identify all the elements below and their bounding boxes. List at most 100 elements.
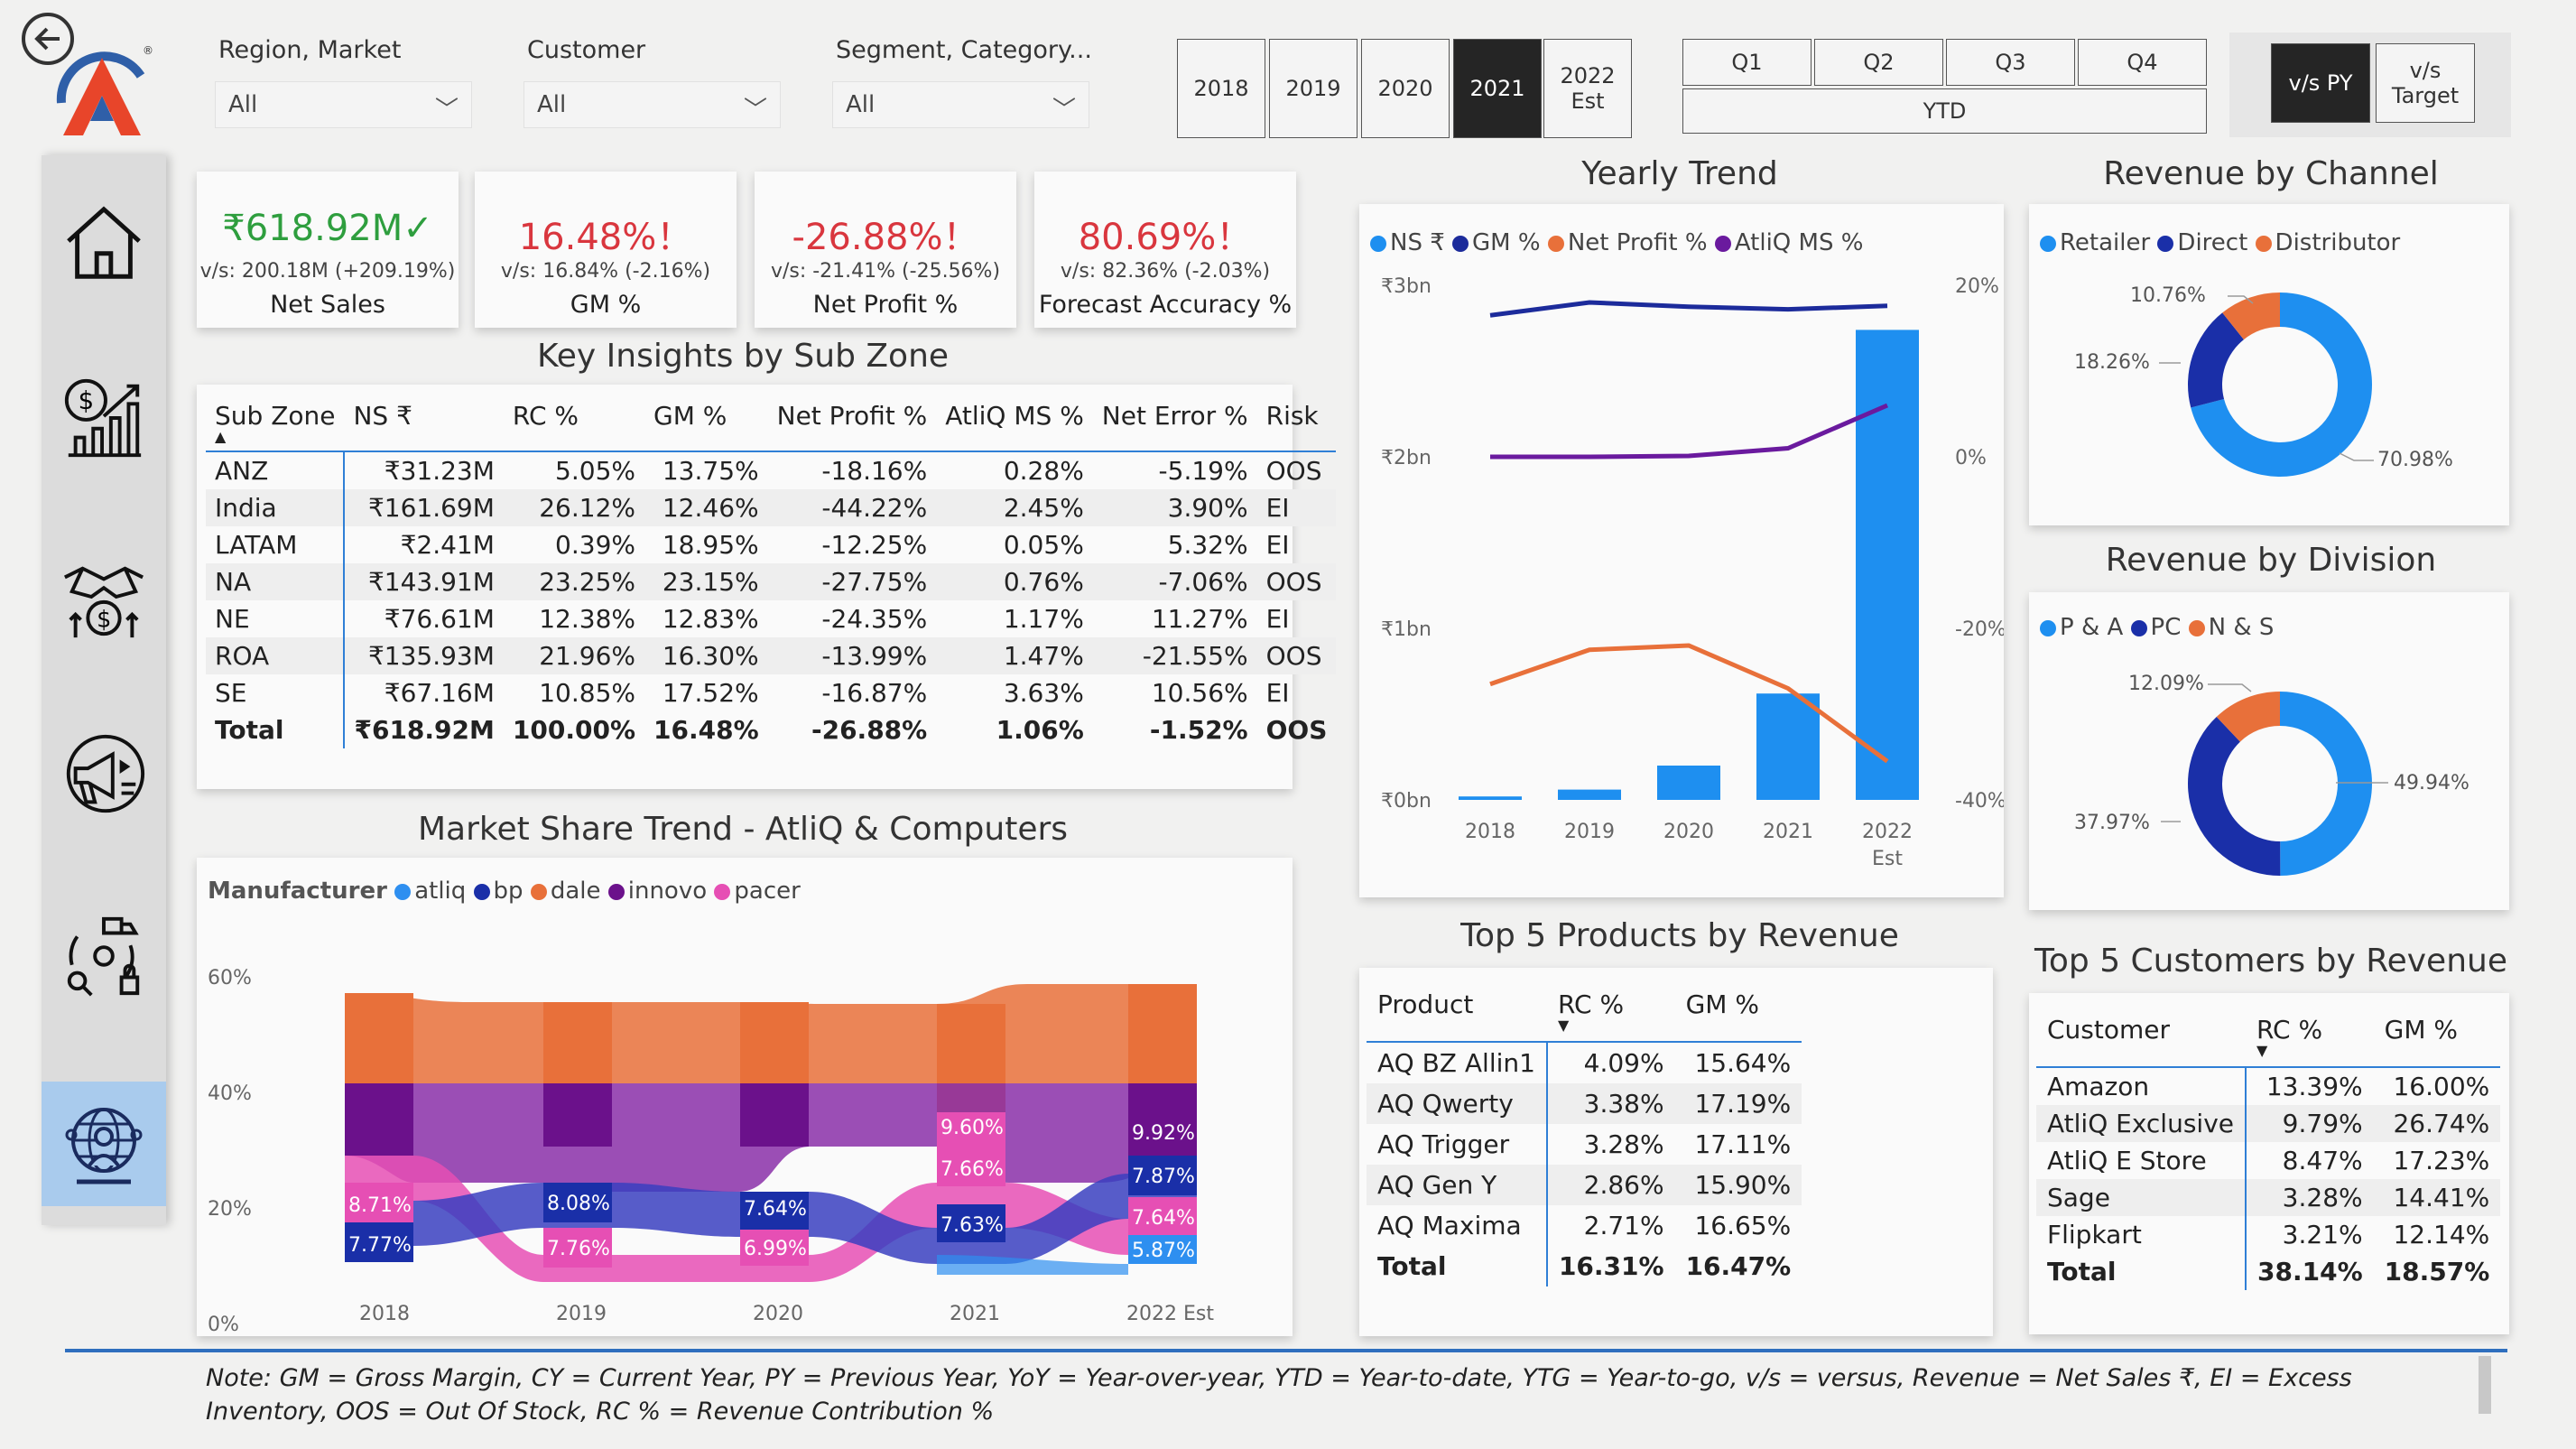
- table-row[interactable]: NE ₹76.61M 12.38% 12.83% -24.35% 1.17% 11.27% E…: [206, 600, 1336, 637]
- nav-item-finance[interactable]: $: [60, 374, 148, 462]
- customer-dropdown[interactable]: All ﹀: [524, 81, 781, 128]
- table-cell: -24.35%: [821, 604, 928, 634]
- table-cell: Sage: [2036, 1179, 2247, 1216]
- region-market-dropdown[interactable]: All ﹀: [215, 81, 472, 128]
- column-header[interactable]: GM %: [644, 394, 768, 452]
- legend-title: Manufacturer: [208, 878, 387, 905]
- legend-item-ns[interactable]: N & S: [2188, 614, 2274, 641]
- donut-slice-distributor[interactable]: [2222, 293, 2280, 340]
- column-header[interactable]: Sub Zone ▲: [206, 394, 345, 452]
- donut-slice-direct[interactable]: [2188, 312, 2244, 408]
- legend-item-ns[interactable]: NS ₹: [1370, 229, 1445, 256]
- back-button[interactable]: [20, 11, 76, 67]
- table-row[interactable]: SE ₹67.16M 10.85% 17.52% -16.87% 3.63% 10.56% E…: [206, 674, 1336, 711]
- table-total-row[interactable]: Total ₹618.92M 100.00% 16.48% -26.88% 1.06% -1…: [206, 711, 1336, 748]
- table-row[interactable]: LATAM ₹2.41M 0.39% 18.95% -12.25% 0.05% 5.32% E…: [206, 526, 1336, 563]
- column-header[interactable]: GM %: [1674, 980, 1802, 1043]
- table-cell: 12.38%: [539, 604, 635, 634]
- ytd-label: YTD: [1923, 98, 1967, 124]
- customers-table: Customer RC % ▼ GM % Amazon 13.39% 16.00% Atli…: [2036, 1006, 2501, 1290]
- column-header[interactable]: RC % ▼: [2246, 1006, 2374, 1068]
- nav-item-supply-chain[interactable]: [60, 910, 148, 999]
- quarter-button-q1[interactable]: Q1: [1682, 39, 1812, 86]
- column-header[interactable]: GM %: [2373, 1006, 2501, 1068]
- legend-item-innovo[interactable]: innovo: [607, 878, 707, 905]
- column-header[interactable]: RC % ▼: [1546, 980, 1675, 1043]
- column-header[interactable]: Net Profit %: [767, 394, 937, 452]
- legend-item-pacer[interactable]: pacer: [714, 878, 801, 905]
- column-header[interactable]: NS ₹: [344, 394, 504, 452]
- table-row[interactable]: Flipkart 3.21% 12.14%: [2036, 1216, 2500, 1253]
- legend-label: P & A: [2060, 614, 2124, 641]
- year-button-2018[interactable]: 2018: [1177, 39, 1265, 138]
- segment-category-dropdown[interactable]: All ﹀: [832, 81, 1089, 128]
- legend-item-bp[interactable]: bp: [473, 878, 524, 905]
- column-header[interactable]: Product: [1367, 980, 1547, 1043]
- year-button-2019[interactable]: 2019: [1269, 39, 1357, 138]
- table-cell: 5.32%: [1167, 530, 1248, 560]
- table-row[interactable]: AQ BZ Allin1 4.09% 15.64%: [1367, 1042, 1802, 1083]
- table-cell: OOS: [1265, 567, 1322, 597]
- legend-item-net-profit[interactable]: Net Profit %: [1547, 229, 1708, 256]
- table-row[interactable]: India ₹161.69M 26.12% 12.46% -44.22% 2.45% 3.9…: [206, 489, 1337, 526]
- legend-item-pc[interactable]: PC: [2130, 614, 2181, 641]
- vs-target-button[interactable]: v/s Target: [2376, 43, 2475, 123]
- legend-item-dale[interactable]: dale: [530, 878, 600, 905]
- table-cell: -5.19%: [1158, 456, 1248, 486]
- table-cell: 0.76%: [1003, 567, 1084, 597]
- column-header[interactable]: RC %: [503, 394, 644, 452]
- year-button-2022-est[interactable]: 2022 Est: [1543, 39, 1632, 138]
- table-row[interactable]: AQ Gen Y 2.86% 15.90%: [1367, 1165, 1802, 1205]
- table-row[interactable]: Sage 3.28% 14.41%: [2036, 1179, 2501, 1216]
- legend-item-pa[interactable]: P & A: [2040, 614, 2123, 641]
- scrollbar-thumb[interactable]: [2479, 1356, 2491, 1414]
- legend-label: Retailer: [2060, 229, 2151, 256]
- column-header[interactable]: AtliQ MS %: [936, 394, 1093, 452]
- legend-item-direct[interactable]: Direct: [2157, 229, 2247, 256]
- table-row[interactable]: ROA ₹135.93M 21.96% 16.30% -13.99% 1.47% -21.5…: [206, 637, 1337, 674]
- donut-slice-p-a[interactable]: [2280, 692, 2372, 876]
- table-cell: 38.14%: [2257, 1257, 2363, 1286]
- legend-item-gm[interactable]: GM %: [1452, 229, 1541, 256]
- column-header[interactable]: Net Error %: [1092, 394, 1257, 452]
- table-row[interactable]: Amazon 13.39% 16.00%: [2036, 1067, 2500, 1105]
- ytd-button[interactable]: YTD: [1682, 88, 2207, 134]
- legend-item-atliq[interactable]: atliq: [394, 878, 466, 905]
- table-row[interactable]: AtliQ Exclusive 9.79% 26.74%: [2036, 1105, 2501, 1142]
- nav-item-sales[interactable]: $: [60, 553, 148, 641]
- nav-item-executive[interactable]: [42, 1082, 166, 1206]
- quarter-button-q4[interactable]: Q4: [2078, 39, 2207, 86]
- year-button-2020[interactable]: 2020: [1361, 39, 1450, 138]
- vs-py-button[interactable]: v/s PY: [2271, 43, 2370, 123]
- year-button-2021[interactable]: 2021: [1453, 39, 1542, 138]
- donut-slice-retailer[interactable]: [2191, 293, 2372, 477]
- table-cell: 0.39%: [555, 530, 635, 560]
- table-row[interactable]: AQ Qwerty 3.38% 17.19%: [1367, 1083, 1802, 1124]
- quarter-button-q3[interactable]: Q3: [1946, 39, 2075, 86]
- table-row[interactable]: AQ Trigger 3.28% 17.11%: [1367, 1124, 1802, 1165]
- legend-item-retailer[interactable]: Retailer: [2040, 229, 2150, 256]
- bar-dale-2019: [543, 1002, 612, 1085]
- supply-chain-icon: [67, 916, 140, 997]
- quarter-button-q2[interactable]: Q2: [1814, 39, 1943, 86]
- nav-item-home[interactable]: [60, 199, 148, 287]
- legend-item-distributor[interactable]: Distributor: [2255, 229, 2400, 256]
- nav-item-marketing[interactable]: [60, 729, 148, 818]
- sidebar-nav: $ $: [42, 155, 166, 1225]
- table-cell: 12.46%: [662, 493, 759, 523]
- table-row[interactable]: ANZ ₹31.23M 5.05% 13.75% -18.16% 0.28% -5.19% O…: [206, 451, 1336, 489]
- donut-slice-pc[interactable]: [2188, 717, 2281, 876]
- table-total-row[interactable]: Total 38.14% 18.57%: [2036, 1253, 2500, 1290]
- column-header[interactable]: Customer: [2036, 1006, 2246, 1068]
- table-row[interactable]: NA ₹143.91M 23.25% 23.15% -27.75% 0.76% -7.06%…: [206, 563, 1337, 600]
- table-cell: EI: [1265, 604, 1290, 634]
- table-total-row[interactable]: Total 16.31% 16.47%: [1367, 1246, 1802, 1286]
- legend-item-atliq-ms[interactable]: AtliQ MS %: [1714, 229, 1863, 256]
- donut-slice-n-s[interactable]: [2216, 692, 2280, 742]
- table-row[interactable]: AtliQ E Store 8.47% 17.23%: [2036, 1142, 2500, 1179]
- x-tick: 2018: [359, 1303, 410, 1325]
- bar-innovo-2020: [740, 1083, 809, 1147]
- table-row[interactable]: AQ Maxima 2.71% 16.65%: [1367, 1205, 1802, 1246]
- column-header[interactable]: Risk: [1256, 394, 1337, 452]
- table-cell: 4.09%: [1583, 1048, 1664, 1078]
